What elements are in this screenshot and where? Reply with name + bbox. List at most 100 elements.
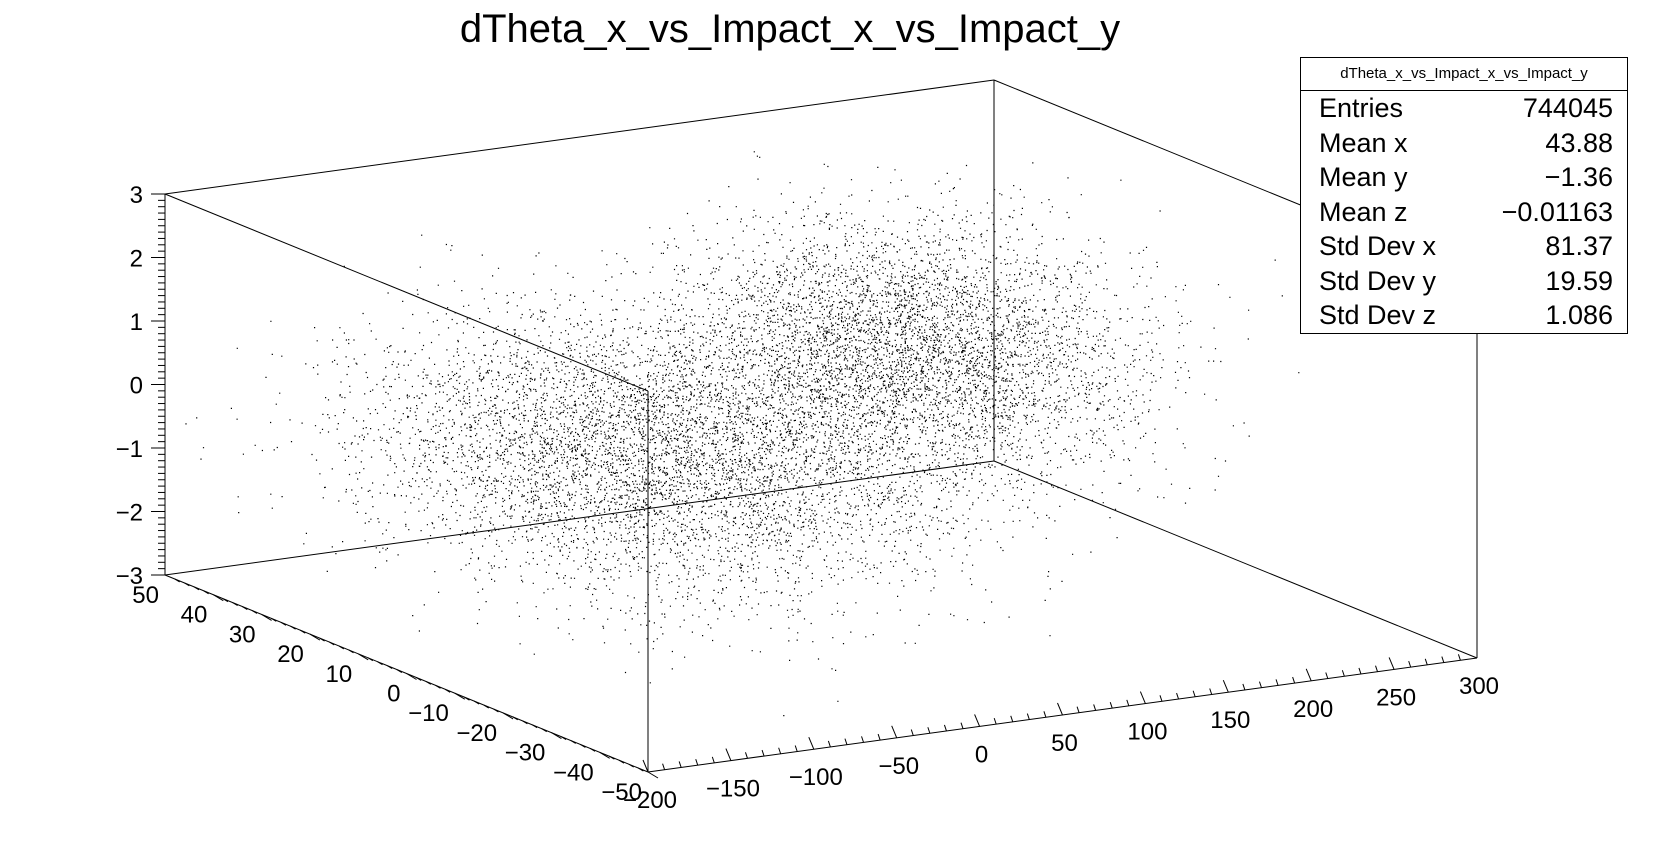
y-tick (406, 673, 417, 680)
y-tick (203, 590, 209, 595)
x-tick (662, 763, 666, 770)
y-tick (541, 728, 547, 733)
y-tick (271, 617, 277, 622)
stats-title: dTheta_x_vs_Impact_x_vs_Impact_y (1301, 58, 1627, 91)
y-tick (251, 610, 258, 614)
z-tick-label: −3 (116, 563, 143, 590)
y-tick-label: 10 (325, 661, 352, 688)
x-tick (1305, 668, 1312, 681)
x-tick (1209, 688, 1213, 695)
y-tick (435, 684, 441, 689)
x-tick (778, 747, 782, 754)
x-tick (1388, 657, 1395, 670)
y-tick (377, 661, 383, 666)
y-tick (551, 732, 562, 740)
y-tick (589, 747, 596, 752)
y-tick (628, 763, 634, 768)
y-tick (232, 602, 238, 607)
stats-value: −1.36 (1544, 162, 1613, 192)
x-tick (808, 737, 815, 750)
y-tick-label: −40 (553, 759, 594, 786)
y-tick (464, 696, 470, 701)
stats-label: Mean z (1319, 196, 1408, 227)
y-tick (193, 586, 200, 591)
x-tick (1109, 702, 1113, 709)
x-tick (891, 725, 898, 738)
stats-value: −0.01163 (1501, 196, 1613, 227)
stats-value: 744045 (1522, 93, 1613, 123)
stats-row: Mean y −1.36 (1301, 160, 1627, 195)
y-tick-label: 30 (229, 621, 256, 648)
y-tick (319, 637, 325, 642)
x-tick (1139, 691, 1146, 704)
box-edge (164, 193, 649, 392)
x-tick (1457, 654, 1461, 661)
y-tick (299, 629, 306, 634)
x-tick-label: −100 (789, 764, 843, 791)
x-tick (761, 749, 765, 757)
stats-label: Std Dev x (1319, 231, 1437, 261)
box-edge (993, 460, 1478, 659)
stats-box: dTheta_x_vs_Impact_x_vs_Impact_y Entries… (1300, 57, 1628, 334)
y-tick (415, 677, 422, 681)
box-edge (164, 460, 995, 576)
y-tick (483, 704, 490, 709)
stats-row: Mean x 43.88 (1301, 126, 1627, 161)
x-tick-label: 100 (1127, 719, 1167, 746)
y-tick (338, 645, 345, 650)
x-tick (1176, 692, 1180, 700)
y-tick (213, 594, 224, 602)
y-tick-label: 40 (181, 602, 208, 629)
z-tick-label: −1 (116, 436, 143, 463)
stats-row: Mean z −0.01163 (1301, 195, 1627, 230)
x-tick-label: 150 (1210, 707, 1250, 734)
z-tick-label: 3 (130, 182, 143, 209)
y-tick (184, 582, 190, 587)
y-tick (357, 653, 369, 661)
x-tick (1159, 695, 1163, 702)
x-tick (974, 714, 981, 727)
y-tick (473, 700, 480, 705)
stats-value: 19.59 (1545, 265, 1613, 296)
y-tick (560, 736, 567, 740)
x-tick (1093, 704, 1097, 711)
z-tick-label: 0 (130, 373, 143, 400)
stats-label: Mean x (1319, 127, 1408, 158)
stats-label: Mean y (1319, 162, 1408, 192)
x-tick-label: −50 (878, 753, 919, 780)
y-tick (367, 657, 374, 662)
x-tick (1010, 715, 1014, 722)
y-tick (493, 708, 499, 713)
x-tick-label: 300 (1459, 673, 1499, 700)
y-tick (531, 724, 538, 729)
z-tick-label: 2 (130, 246, 143, 273)
y-tick (638, 767, 644, 772)
x-tick (1375, 665, 1378, 672)
z-tick-label: −2 (116, 500, 143, 527)
stats-row: Std Dev y 19.59 (1301, 264, 1627, 299)
y-tick (222, 598, 229, 603)
y-tick (174, 578, 180, 583)
y-tick (280, 621, 287, 626)
x-tick (1043, 711, 1047, 718)
y-tick (570, 740, 576, 744)
y-tick (425, 680, 432, 685)
x-tick (827, 740, 831, 748)
stats-value: 81.37 (1545, 231, 1613, 261)
z-tick-label: 1 (130, 309, 143, 336)
y-tick (618, 759, 625, 764)
y-tick (396, 669, 403, 673)
x-tick (711, 756, 715, 764)
x-tick (1258, 681, 1262, 688)
box-edge (164, 79, 995, 195)
x-tick (943, 724, 947, 732)
y-tick-label: 0 (387, 681, 400, 708)
x-tick (1441, 656, 1445, 663)
stats-rows: Entries 744045 Mean x 43.88 Mean y −1.36 Mean … (1301, 91, 1627, 333)
x-tick (1126, 699, 1130, 707)
x-tick (960, 722, 964, 729)
y-tick (502, 712, 514, 720)
scatter-points-path (185, 151, 1300, 717)
y-axis: −50 −40 −30 −20 −10 0 10 20 30 40 50 (132, 578, 659, 806)
